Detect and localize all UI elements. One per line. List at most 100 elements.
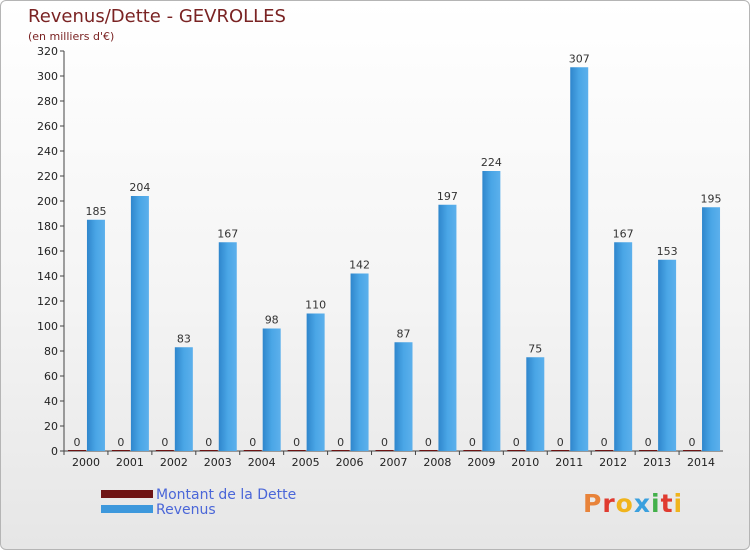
data-label-dette: 0 [337, 436, 344, 449]
legend-label-dette: Montant de la Dette [156, 487, 297, 503]
bar-dette [111, 450, 130, 451]
data-label-dette: 0 [117, 436, 124, 449]
logo-letter: P [583, 489, 603, 518]
data-label-dette: 0 [425, 436, 432, 449]
x-tick-label: 2000 [72, 456, 100, 469]
x-tick-label: 2009 [467, 456, 495, 469]
data-label-revenus: 87 [397, 327, 411, 340]
logo-letter: o [615, 489, 634, 518]
data-label-dette: 0 [645, 436, 652, 449]
x-tick-label: 2005 [292, 456, 320, 469]
logo-letter: t [660, 489, 674, 518]
data-label-dette: 0 [205, 436, 212, 449]
data-label-dette: 0 [513, 436, 520, 449]
data-label-dette: 0 [161, 436, 168, 449]
y-tick-label: 100 [37, 320, 58, 333]
x-tick-label: 2012 [599, 456, 627, 469]
bar-revenus [482, 171, 501, 451]
bar-revenus [702, 207, 721, 451]
y-tick-label: 160 [37, 245, 58, 258]
legend-swatch-dette [101, 490, 153, 498]
data-label-revenus: 83 [177, 332, 191, 345]
bar-revenus [130, 196, 149, 451]
data-label-revenus: 98 [265, 314, 279, 327]
bar-dette [507, 450, 526, 451]
labels-group: 0 185 0 204 0 83 0 167 0 98 0 110 0 142 0 87 0 197 0 224 0 75… [73, 52, 721, 449]
bar-dette [419, 450, 438, 451]
data-label-dette: 0 [381, 436, 388, 449]
bar-revenus [174, 347, 193, 451]
bar-revenus [570, 67, 589, 451]
bar-revenus [350, 273, 369, 451]
bar-dette [331, 450, 350, 451]
logo-letter: i [651, 489, 661, 518]
proxiti-logo: Proxiti [583, 489, 683, 518]
bar-revenus [438, 204, 457, 451]
bar-revenus [658, 259, 677, 451]
y-tick-label: 0 [51, 445, 58, 458]
y-tick-label: 120 [37, 295, 58, 308]
data-label-dette: 0 [469, 436, 476, 449]
bar-dette [199, 450, 218, 451]
chart-title: Revenus/Dette - GEVROLLES [28, 6, 286, 27]
y-tick-label: 40 [44, 395, 58, 408]
x-tick-label: 2002 [160, 456, 188, 469]
y-tick-label: 180 [37, 220, 58, 233]
y-tick-label: 80 [44, 345, 58, 358]
data-label-dette: 0 [73, 436, 80, 449]
data-label-revenus: 224 [481, 156, 502, 169]
data-label-revenus: 153 [657, 245, 678, 258]
x-tick-label: 2007 [380, 456, 408, 469]
x-tick-label: 2004 [248, 456, 276, 469]
x-tick-label: 2014 [687, 456, 715, 469]
data-label-revenus: 75 [528, 342, 542, 355]
data-label-dette: 0 [601, 436, 608, 449]
bar-revenus [262, 328, 281, 451]
bar-dette [639, 450, 658, 451]
data-label-revenus: 110 [305, 299, 326, 312]
bar-dette [683, 450, 702, 451]
data-label-revenus: 204 [129, 181, 150, 194]
y-tick-label: 240 [37, 145, 58, 158]
bar-dette [595, 450, 614, 451]
data-label-revenus: 307 [569, 52, 590, 65]
x-tick-label: 2010 [511, 456, 539, 469]
logo-letter: i [673, 489, 684, 518]
logo-letter: x [633, 489, 651, 518]
logo-letter: r [602, 489, 616, 518]
bar-revenus [218, 242, 237, 451]
bars-group [67, 67, 721, 451]
bar-revenus [526, 357, 545, 451]
bar-dette [243, 450, 262, 451]
y-tick-label: 200 [37, 195, 58, 208]
data-label-revenus: 185 [85, 205, 106, 218]
y-tick-label: 220 [37, 170, 58, 183]
y-tick-label: 320 [37, 45, 58, 58]
x-tick-label: 2001 [116, 456, 144, 469]
x-tick-label: 2008 [423, 456, 451, 469]
x-tick-label: 2003 [204, 456, 232, 469]
data-label-dette: 0 [293, 436, 300, 449]
chart-subtitle: (en milliers d'€) [28, 30, 115, 43]
data-label-revenus: 195 [701, 192, 722, 205]
bar-dette [155, 450, 174, 451]
y-tick-label: 20 [44, 420, 58, 433]
y-tick-label: 260 [37, 120, 58, 133]
data-label-dette: 0 [557, 436, 564, 449]
data-label-dette: 0 [249, 436, 256, 449]
bar-revenus [86, 219, 105, 451]
data-label-revenus: 167 [217, 227, 238, 240]
bar-dette [551, 450, 570, 451]
bar-dette [463, 450, 482, 451]
bar-dette [375, 450, 394, 451]
data-label-revenus: 142 [349, 259, 370, 272]
bar-revenus [306, 313, 325, 451]
bar-revenus [614, 242, 633, 451]
data-label-revenus: 167 [613, 227, 634, 240]
y-tick-label: 140 [37, 270, 58, 283]
legend-swatch-revenus [101, 505, 153, 513]
data-label-dette: 0 [689, 436, 696, 449]
x-tick-label: 2013 [643, 456, 671, 469]
